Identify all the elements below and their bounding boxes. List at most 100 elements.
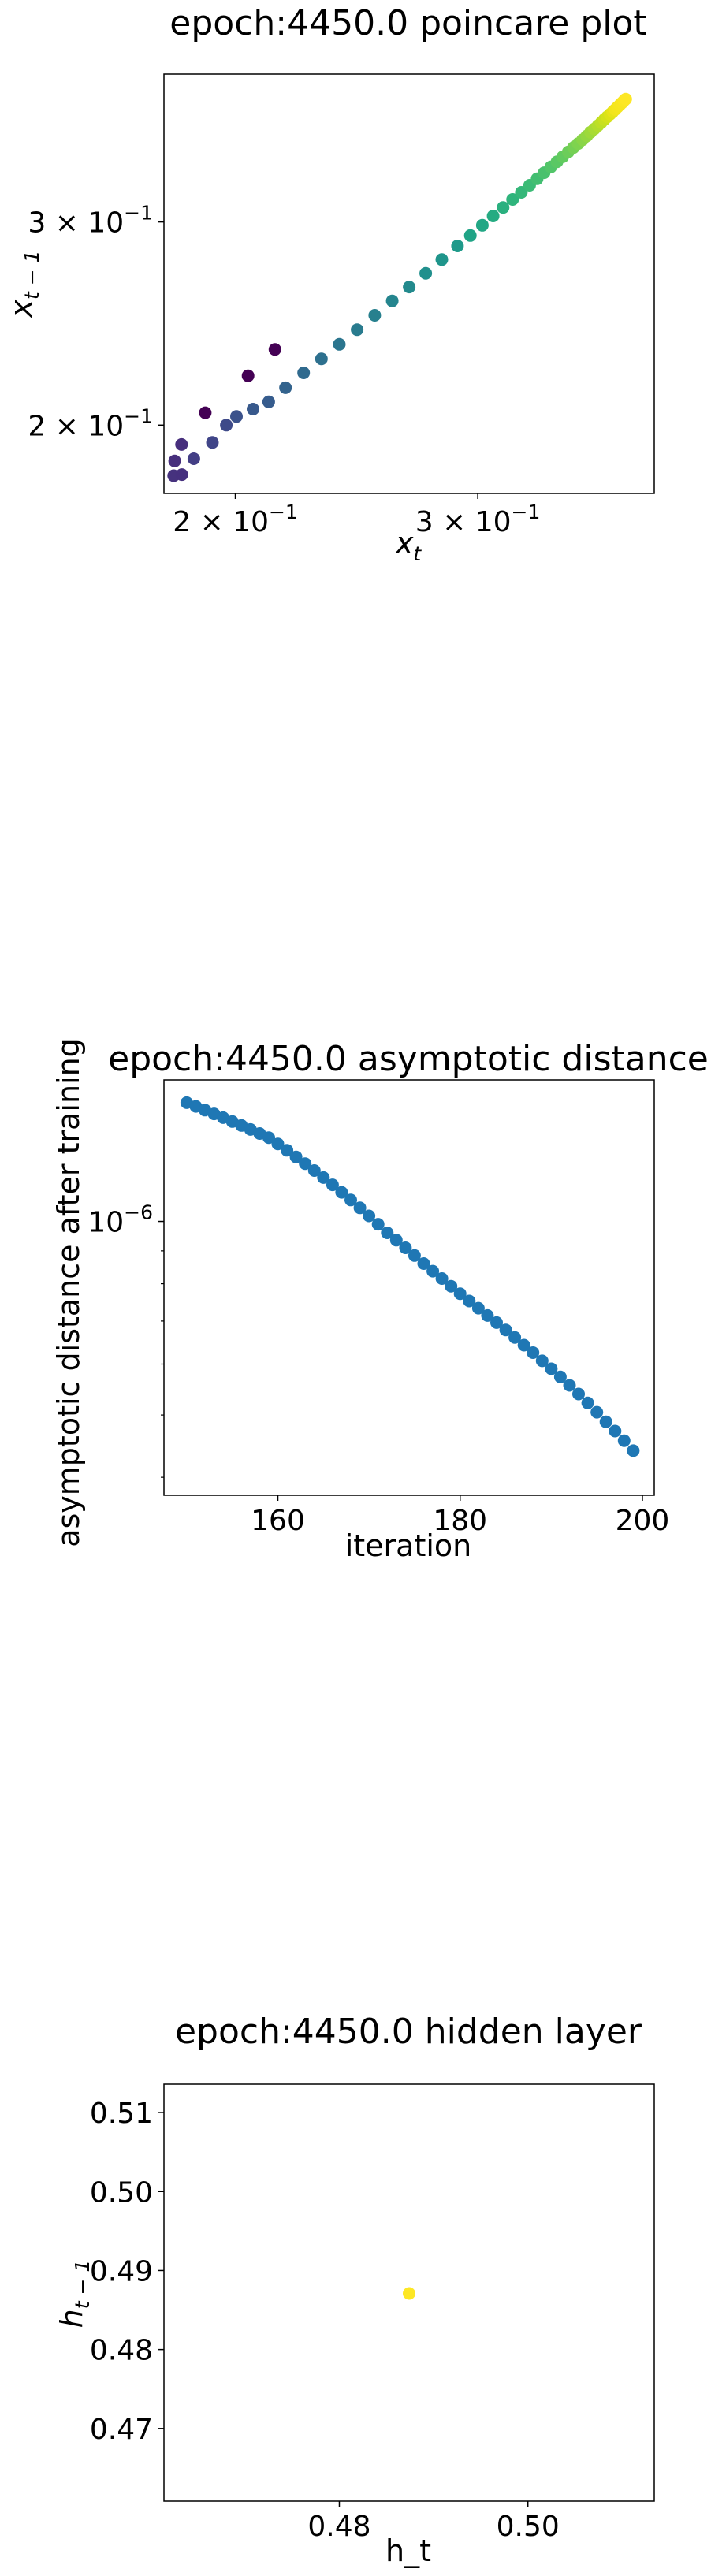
asymptotic-x-tick-label: 160 [251,1505,305,1537]
asymptotic-point [490,1316,503,1329]
poincare-point [435,253,449,266]
hidden-layer-x-tick-label: 0.50 [497,2511,560,2543]
asymptotic-point [563,1379,576,1392]
poincare-point [262,395,275,408]
hidden-layer-y-ticks: 0.47 0.48 0.49 0.50 0.51 [90,2098,164,2446]
poincare-point [385,294,399,307]
asymptotic-point [545,1362,558,1375]
asymptotic-point [344,1193,357,1207]
asymptotic-point [627,1444,640,1457]
asymptotic-y-label: asymptotic distance after training [51,1038,86,1547]
asymptotic-point [499,1323,512,1337]
asymptotic-point [453,1287,467,1301]
asymptotic-point [481,1308,494,1322]
hidden-layer-point [403,2287,415,2300]
hidden-layer-y-tick-label: 0.49 [90,2255,153,2288]
poincare-y-tick-label: 3 × 10−1 [28,202,153,240]
poincare-point [268,343,281,356]
asymptotic-point [299,1157,312,1171]
poincare-point [175,437,188,451]
poincare-x-tick-label: 3 × 10−1 [415,501,541,538]
poincare-point [351,323,364,337]
asymptotic-x-ticks: 160 180 200 [251,1495,669,1537]
poincare-point [506,193,519,206]
asymptotic-point [527,1346,540,1359]
asymptotic-point [335,1186,348,1199]
hidden-layer-x-tick-label: 0.48 [307,2511,370,2543]
hidden-layer-y-label: ht − 1 [54,2260,94,2328]
asymptotic-point [363,1209,376,1223]
poincare-point [497,201,510,214]
poincare-point [175,468,188,482]
poincare-x-label: xt [395,526,423,565]
asymptotic-x-tick-label: 180 [433,1505,487,1537]
poincare-y-tick-label: 2 × 10−1 [28,404,153,442]
asymptotic-point [599,1415,612,1428]
asymptotic-point [572,1387,585,1401]
poincare-point [333,337,346,351]
poincare-point [247,403,259,415]
poincare-point [199,406,212,419]
asymptotic-point [371,1218,385,1231]
poincare-point [463,229,477,242]
hidden-layer-y-tick-label: 0.48 [90,2335,153,2367]
asymptotic-point [353,1201,367,1215]
asymptotic-point [307,1164,321,1177]
poincare-point [368,309,382,322]
poincare-point [486,210,500,222]
poincare-point [619,92,632,106]
poincare-point [475,218,489,232]
asymptotic-point [617,1434,631,1447]
asymptotic-point [326,1178,339,1192]
asymptotic-point [581,1396,594,1409]
asymptotic-point [289,1150,303,1163]
asymptotic-point [445,1279,458,1293]
poincare-point [279,381,292,394]
poincare-point [220,419,233,432]
hidden-layer-title: epoch:4450.0 hidden layer [175,2012,642,2052]
poincare-x-tick-label: 2 × 10−1 [173,501,298,538]
asymptotic-point [553,1370,567,1383]
asymptotic-point [471,1301,485,1315]
asymptotic-x-label: iteration [345,1528,472,1563]
asymptotic-y-tick-label: 10−6 [87,1201,153,1239]
hidden-layer-y-tick-label: 0.51 [90,2098,153,2130]
asymptotic-point [463,1294,476,1308]
asymptotic-point [281,1144,294,1157]
poincare-point [419,266,433,280]
asymptotic-point [535,1354,549,1368]
hidden-layer-points [403,2287,415,2300]
asymptotic-y-ticks: 10−6 [87,1201,164,1478]
asymptotic-point [508,1331,522,1344]
poincare-chart: epoch:4450.0 poincare plot 2 × 10−1 3 × 1… [4,3,655,565]
poincare-y-label: xt − 1 [4,250,43,318]
poincare-y-ticks: 2 × 10−1 3 × 10−1 [28,202,164,442]
poincare-points [167,92,632,482]
asymptotic-point [426,1264,440,1278]
poincare-point [515,186,528,199]
hidden-layer-plot-frame [163,2083,655,2502]
poincare-point [230,410,243,423]
poincare-point [297,367,311,379]
hidden-layer-x-ticks: 0.48 0.50 [307,2501,560,2543]
hidden-layer-x-label: h_t [385,2533,431,2568]
asymptotic-point [408,1249,421,1262]
asymptotic-point [590,1405,604,1419]
poincare-point [168,454,181,467]
asymptotic-point [609,1424,622,1438]
asymptotic-title: epoch:4450.0 asymptotic distance [108,1039,709,1079]
poincare-point [241,369,255,382]
asymptotic-plot-frame [163,1079,655,1496]
asymptotic-point [271,1137,285,1151]
asymptotic-point [317,1171,330,1184]
asymptotic-point [381,1227,394,1239]
poincare-x-ticks: 2 × 10−1 3 × 10−1 [173,493,540,538]
poincare-title: epoch:4450.0 poincare plot [169,3,646,43]
asymptotic-x-tick-label: 200 [616,1505,670,1537]
poincare-point [315,352,328,366]
poincare-point [451,240,464,252]
poincare-point [206,436,219,449]
poincare-plot-frame [163,73,655,494]
hidden-layer-y-tick-label: 0.50 [90,2176,153,2209]
